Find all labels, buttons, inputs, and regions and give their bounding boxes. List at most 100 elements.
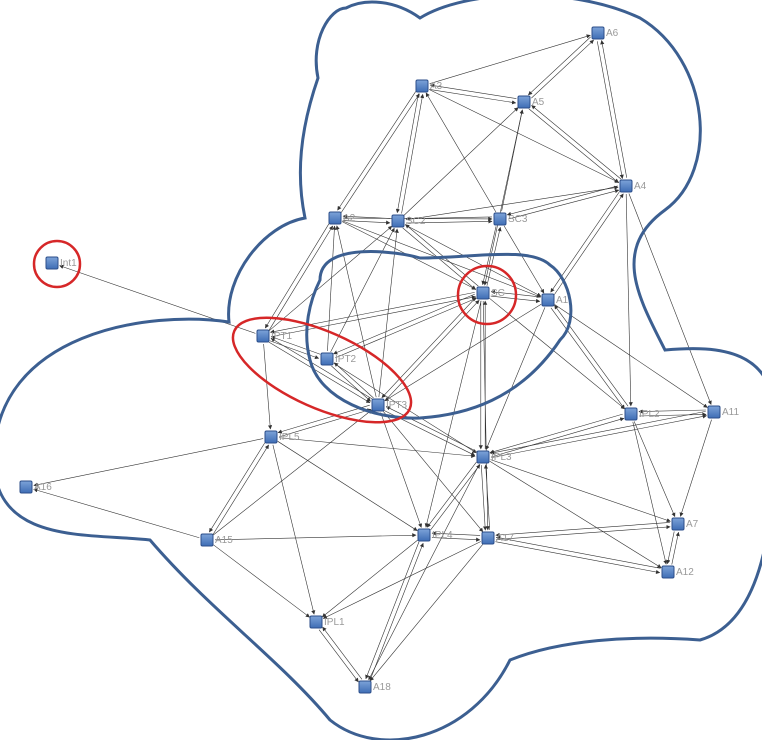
node-A1: A1 bbox=[542, 294, 569, 306]
edge bbox=[597, 41, 622, 178]
edge bbox=[331, 228, 395, 352]
node-marker bbox=[201, 534, 213, 546]
node-A18: A18 bbox=[359, 681, 391, 693]
edge bbox=[626, 194, 631, 406]
edge bbox=[322, 540, 418, 617]
node-IPT2: IPT2 bbox=[321, 353, 357, 365]
node-marker bbox=[625, 408, 637, 420]
node-label: IPL2 bbox=[639, 409, 660, 420]
node-marker bbox=[418, 529, 430, 541]
edge bbox=[271, 338, 372, 399]
edge bbox=[34, 439, 263, 486]
edge bbox=[490, 414, 623, 453]
node-marker bbox=[662, 566, 674, 578]
edge bbox=[319, 630, 358, 682]
node-SC: SC bbox=[477, 287, 505, 299]
edge bbox=[209, 443, 265, 532]
edge bbox=[264, 344, 271, 429]
node-IPL5: IPL5 bbox=[265, 431, 300, 443]
edge bbox=[278, 441, 418, 530]
node-Int1: Int1 bbox=[46, 257, 77, 269]
node-marker bbox=[46, 257, 58, 269]
edge bbox=[634, 421, 675, 516]
node-A6: A6 bbox=[592, 27, 619, 39]
node-label: A4 bbox=[634, 181, 647, 192]
edge bbox=[213, 545, 309, 617]
edge bbox=[381, 413, 422, 528]
node-label: A11 bbox=[722, 407, 739, 418]
boundary-layer bbox=[0, 0, 762, 740]
node-marker bbox=[416, 80, 428, 92]
edge bbox=[491, 416, 706, 458]
node-IPL3: IPL3 bbox=[477, 451, 512, 463]
edge bbox=[490, 411, 705, 453]
edge bbox=[270, 341, 319, 359]
edge bbox=[213, 410, 371, 535]
node-IPT3: IPT3 bbox=[372, 399, 408, 411]
edge bbox=[426, 93, 496, 212]
node-label: SC3 bbox=[508, 214, 528, 225]
edge bbox=[532, 105, 622, 179]
edge bbox=[485, 110, 523, 285]
node-label: A6 bbox=[606, 28, 619, 39]
node-label: A1 bbox=[556, 295, 569, 306]
node-marker bbox=[310, 616, 322, 628]
node-label: A17 bbox=[496, 533, 514, 544]
network-graph: Int1 A6 A3 A5 A4 A2 SC2 SC3 SC A1 IPT1 IPT2 IPT3 IPL5… bbox=[0, 0, 762, 740]
node-A7: A7 bbox=[672, 518, 699, 530]
edge bbox=[507, 186, 618, 215]
node-label: SC2 bbox=[406, 216, 426, 227]
node-label: Int1 bbox=[60, 258, 77, 269]
node-marker bbox=[20, 481, 32, 493]
node-marker bbox=[477, 451, 489, 463]
node-IPL4: IPL4 bbox=[418, 529, 453, 541]
node-A17: A17 bbox=[482, 532, 514, 544]
node-A16: A16 bbox=[20, 481, 52, 493]
cluster-boundary bbox=[0, 0, 762, 740]
edge bbox=[269, 226, 392, 331]
node-marker bbox=[392, 215, 404, 227]
node-marker bbox=[321, 353, 333, 365]
node-label: IPT3 bbox=[386, 400, 408, 411]
edge bbox=[335, 298, 476, 358]
edge bbox=[215, 535, 416, 540]
node-label: SC bbox=[491, 288, 505, 299]
node-A5: A5 bbox=[518, 96, 545, 108]
edge bbox=[491, 460, 671, 522]
edge bbox=[402, 94, 423, 213]
edge bbox=[528, 37, 590, 95]
edge bbox=[431, 465, 480, 530]
edge bbox=[370, 543, 423, 680]
edge bbox=[270, 292, 474, 332]
edge bbox=[342, 221, 540, 297]
node-label: A15 bbox=[215, 535, 233, 546]
edge bbox=[334, 363, 373, 398]
node-label: IPT2 bbox=[335, 354, 357, 365]
node-SC3: SC3 bbox=[494, 213, 528, 225]
edge bbox=[554, 194, 623, 295]
node-IPL2: IPL2 bbox=[625, 408, 660, 420]
edge bbox=[551, 308, 625, 409]
edge bbox=[529, 109, 619, 183]
node-label: A7 bbox=[686, 519, 699, 530]
node-label: A2 bbox=[343, 213, 356, 224]
node-A15: A15 bbox=[201, 534, 233, 546]
edges-layer bbox=[34, 35, 712, 682]
highlight-ring bbox=[219, 296, 425, 444]
edge bbox=[495, 542, 659, 573]
edge bbox=[602, 40, 627, 177]
node-label: A18 bbox=[373, 682, 391, 693]
node-marker bbox=[329, 212, 341, 224]
edge bbox=[486, 307, 545, 449]
edge bbox=[496, 537, 660, 568]
node-label: IPT1 bbox=[271, 331, 293, 342]
edge bbox=[554, 305, 628, 406]
node-marker bbox=[620, 180, 632, 192]
edge bbox=[383, 411, 483, 532]
node-marker bbox=[372, 399, 384, 411]
node-A3: A3 bbox=[416, 80, 443, 92]
edge bbox=[481, 465, 485, 530]
node-marker bbox=[265, 431, 277, 443]
edge bbox=[405, 225, 541, 297]
node-label: IPL1 bbox=[324, 617, 345, 628]
